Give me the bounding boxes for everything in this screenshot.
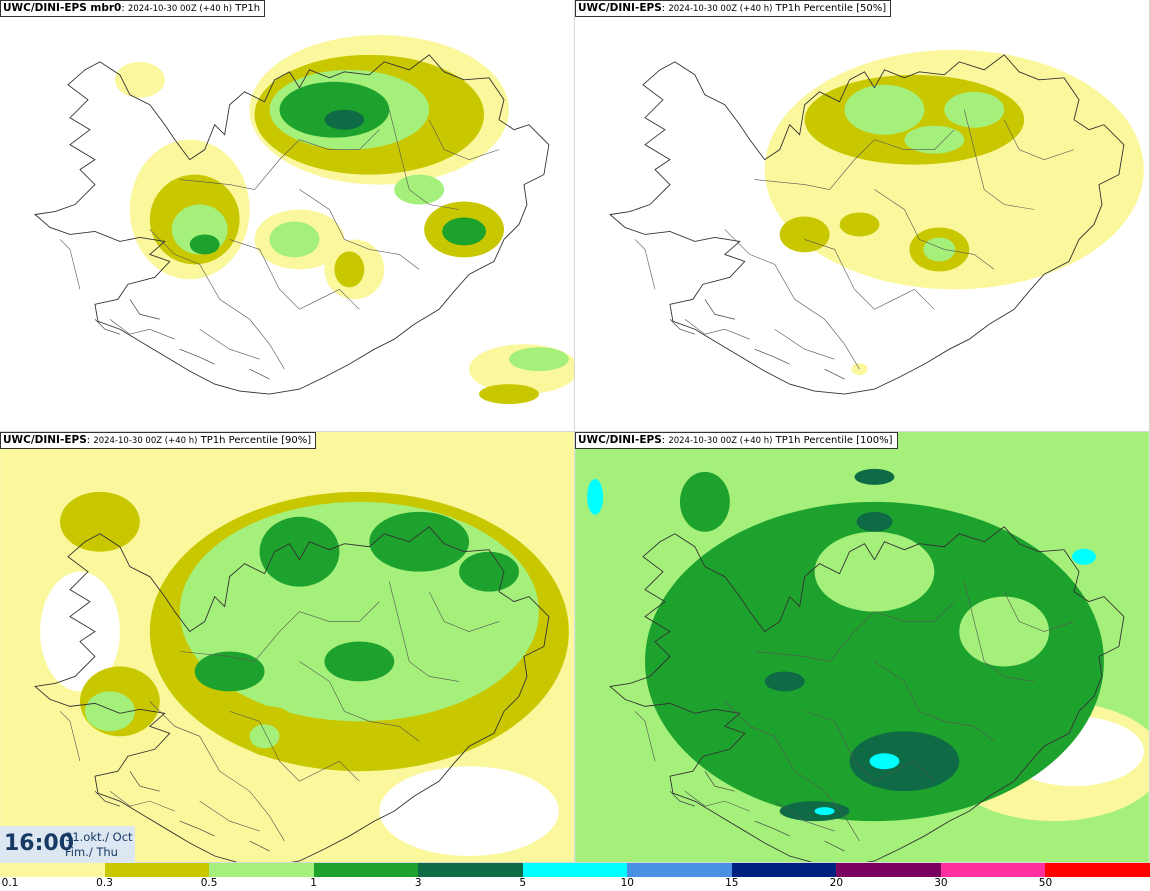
precip-map-p100 bbox=[575, 432, 1149, 862]
parameter: TP1h Percentile [100%] bbox=[775, 435, 893, 446]
panel-title: UWC/DINI-EPS: 2024-10-30 00Z (+40 h) TP1… bbox=[575, 0, 892, 17]
colorbar-tick-label: 15 bbox=[725, 877, 739, 889]
precip-field bbox=[114, 34, 574, 405]
parameter: TP1h Percentile [50%] bbox=[775, 3, 887, 14]
panel-title: UWC/DINI-EPS mbr0: 2024-10-30 00Z (+40 h… bbox=[0, 0, 266, 17]
colorbar-tick-label: 1 bbox=[310, 877, 317, 889]
colorbar-swatch bbox=[731, 863, 837, 877]
valid-time-box: 16:00 31.okt./ Oct Fim./ Thu bbox=[0, 826, 135, 863]
colorbar-tick-label: 30 bbox=[934, 877, 948, 889]
map-panel-p90: UWC/DINI-EPS: 2024-10-30 00Z (+40 h) TP1… bbox=[0, 432, 575, 863]
colorbar-swatch bbox=[418, 863, 523, 877]
map-panel-p100: UWC/DINI-EPS: 2024-10-30 00Z (+40 h) TP1… bbox=[575, 432, 1150, 863]
colorbar-tick-label: 0.3 bbox=[96, 877, 113, 889]
valid-day: Fim./ Thu bbox=[65, 845, 118, 859]
colorbar-swatch bbox=[1045, 863, 1150, 877]
parameter: TP1h Percentile [90%] bbox=[200, 435, 312, 446]
colorbar-swatch bbox=[627, 863, 732, 877]
panel-title: UWC/DINI-EPS: 2024-10-30 00Z (+40 h) TP1… bbox=[575, 432, 898, 449]
colorbar-tick-label: 0.1 bbox=[1, 877, 19, 889]
precip-map-mbr0 bbox=[34, 34, 574, 405]
run-time: 2024-10-30 00Z (+40 h) bbox=[93, 436, 198, 446]
run-time: 2024-10-30 00Z (+40 h) bbox=[668, 4, 773, 14]
model-name: UWC/DINI-EPS bbox=[578, 2, 662, 14]
precip-field bbox=[764, 49, 1144, 376]
precip-map-p50 bbox=[609, 49, 1144, 395]
colorbar-swatch bbox=[104, 863, 210, 877]
colorbar-swatch bbox=[522, 863, 628, 877]
map-panel-p50: UWC/DINI-EPS: 2024-10-30 00Z (+40 h) TP1… bbox=[575, 0, 1150, 432]
run-time: 2024-10-30 00Z (+40 h) bbox=[127, 4, 233, 14]
colorbar-swatch bbox=[940, 863, 1046, 877]
valid-time: 16:00 bbox=[4, 831, 75, 856]
colorbar-swatch bbox=[313, 863, 419, 877]
colorbar-tick-label: 10 bbox=[620, 877, 634, 889]
colorbar-swatch bbox=[0, 863, 105, 877]
colorbar-tick-label: 0.5 bbox=[200, 877, 218, 889]
model-name: UWC/DINI-EPS bbox=[3, 434, 87, 446]
colorbar-tick-label: 3 bbox=[414, 877, 422, 889]
precip-field bbox=[575, 432, 1149, 862]
panel-title: UWC/DINI-EPS: 2024-10-30 00Z (+40 h) TP1… bbox=[0, 432, 317, 449]
colorbar-tick-label: 50 bbox=[1038, 877, 1053, 889]
model-name: UWC/DINI-EPS bbox=[578, 434, 662, 446]
run-time: 2024-10-30 00Z (+40 h) bbox=[668, 436, 773, 446]
map-panel-mbr0: UWC/DINI-EPS mbr0: 2024-10-30 00Z (+40 h… bbox=[0, 0, 575, 432]
precip-map-p90 bbox=[0, 432, 574, 862]
model-name: UWC/DINI-EPS mbr0 bbox=[3, 2, 122, 14]
valid-date: 31.okt./ Oct bbox=[65, 830, 133, 844]
parameter: TP1h bbox=[235, 3, 261, 14]
precip-field bbox=[0, 432, 574, 862]
colorbar-swatch bbox=[209, 863, 314, 877]
precip-colorbar: 0.1 0.3 0.5 1 3 5 10 15 20 30 50 bbox=[0, 863, 1150, 891]
colorbar-tick-label: 5 bbox=[519, 877, 527, 889]
colorbar-swatch bbox=[836, 863, 941, 877]
colorbar-swatches bbox=[0, 863, 1150, 877]
colorbar-tick-label: 20 bbox=[829, 877, 844, 889]
